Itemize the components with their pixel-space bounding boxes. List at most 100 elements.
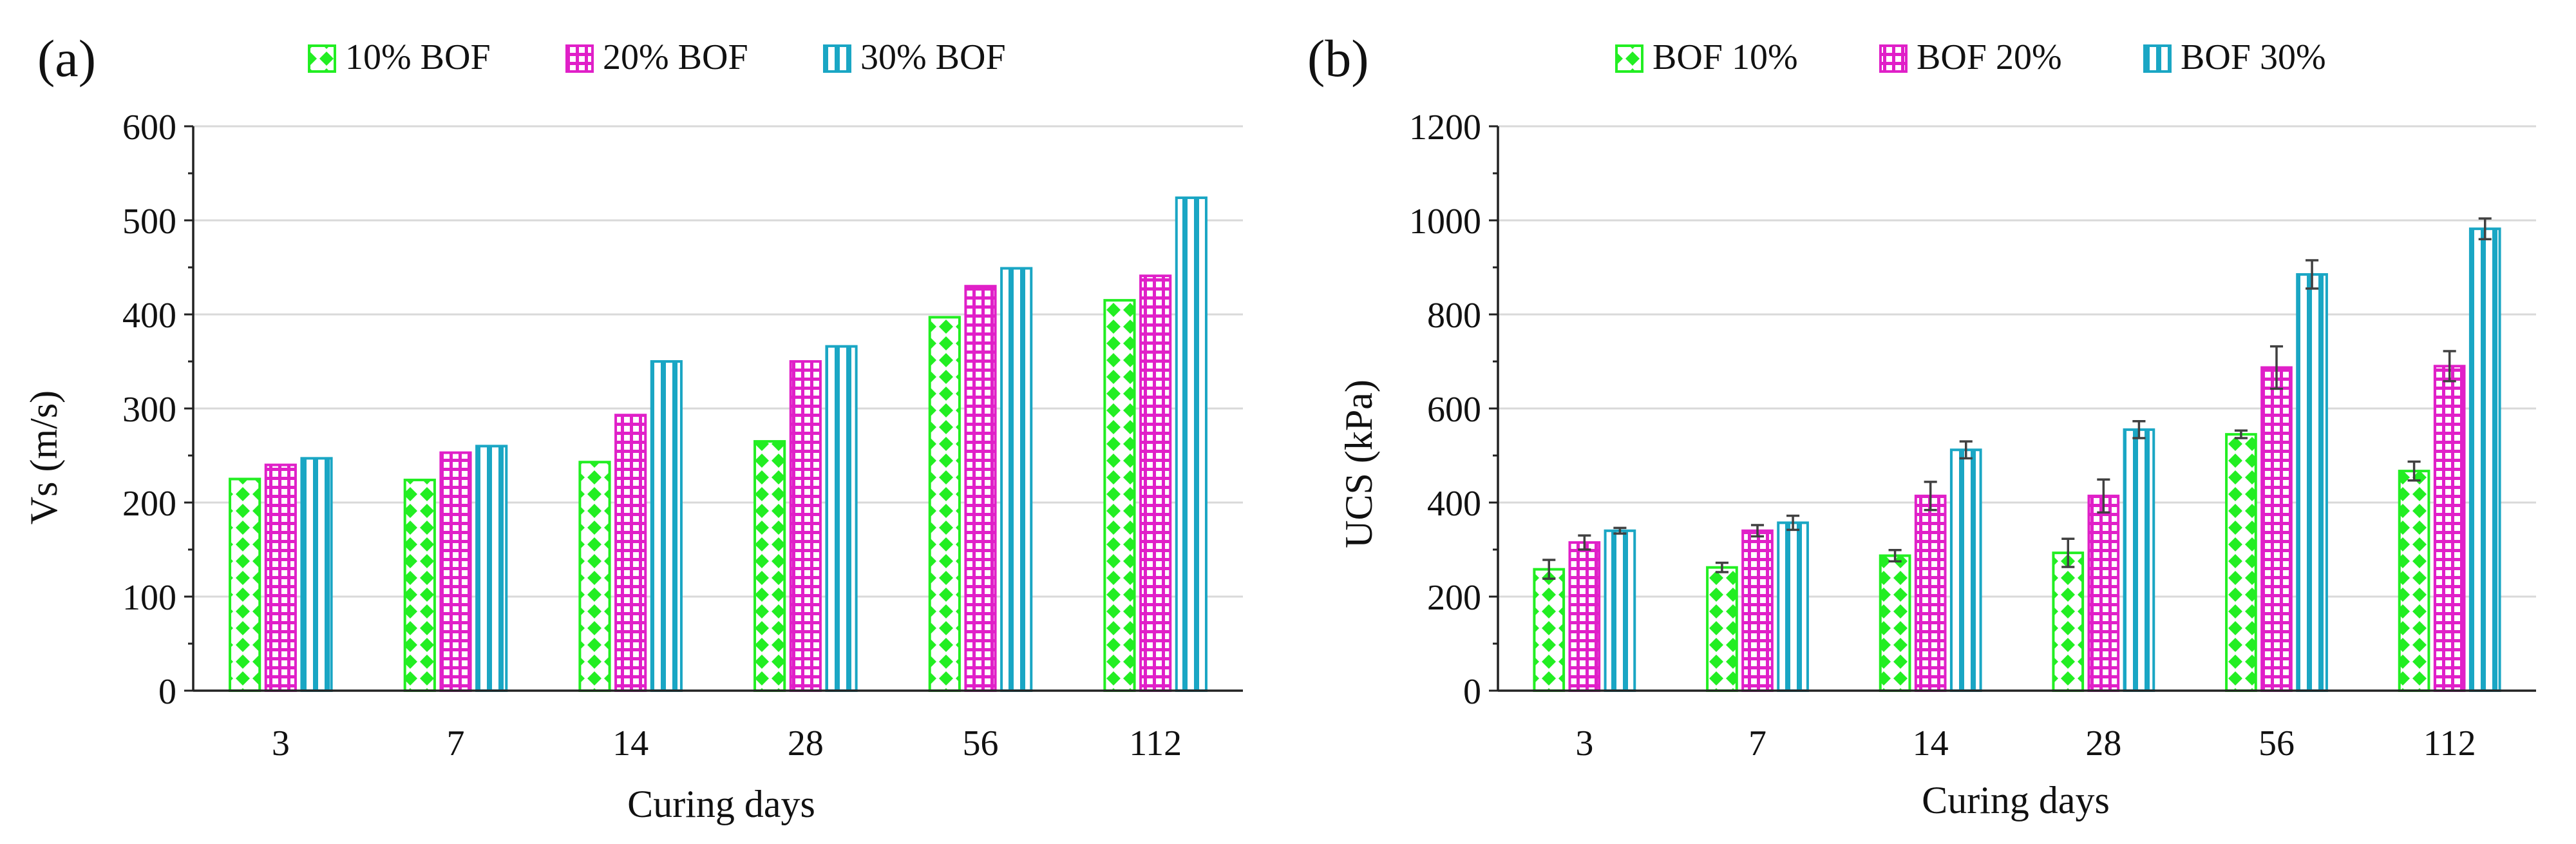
panel-a-x-tick-label: 14 [612,724,649,763]
panel-b-error-bar-series-1-7 [1715,561,1728,573]
panel-b-error-bar-series-2-28 [2097,478,2110,514]
panel-a-y-tick-label: 0 [158,672,176,712]
panel-b-y-tick-label: 800 [1427,296,1481,336]
panel-b-error-bar-series-3-112 [2478,217,2492,240]
panel-a-legend-item-series-3: 30% BOF [823,37,1006,77]
panel-a-bar-series-1-28 [753,440,786,692]
panel-a-y-tick-label: 400 [122,296,176,336]
panel-a-bar-series-2-112 [1139,274,1172,692]
panel-a-bar-series-3-7 [475,445,508,693]
panel-b-error-bar-series-2-112 [2443,350,2456,383]
panel-b-bar-series-1-28 [2052,551,2085,692]
panel-b-bars [1533,217,2501,693]
panel-a-chart: (a) 0 100 200 300 400 500 600 3 7 14 28 56 112 Vs (… [23,29,1243,825]
panel-b-legend-swatch [1879,44,1908,73]
panel-b-bar-series-3-28 [2123,428,2155,692]
panel-b-grid [1498,125,2536,598]
panel-a-bar-series-2-56 [964,285,997,692]
panel-b-legend-item-series-3: BOF 30% [2143,37,2326,77]
panel-b-bar-series-2-7 [1741,529,1774,692]
panel-b-bar-series-1-3 [1533,568,1566,692]
panel-b-y-tick-label: 1200 [1409,108,1481,148]
panel-a-y-tick-label: 100 [122,578,176,618]
panel-b-legend-swatch [1615,44,1643,73]
panel-b-x-axis-title: Curing days [1922,779,2110,821]
panel-a-grid [193,125,1243,598]
panel-b-y-ticks: 0 200 400 600 800 1000 1200 [1409,108,1481,712]
panel-a-x-tick-label: 3 [272,724,290,763]
panel-a-x-tick-label: 112 [1129,724,1182,763]
panel-b-legend-label: BOF 20% [1917,37,2062,77]
panel-a-y-tick-label: 300 [122,390,176,430]
panel-a-bar-series-1-7 [403,478,436,693]
panel-b-bar-series-2-28 [2087,494,2120,693]
panel-a-y-ticks: 0 100 200 300 400 500 600 [122,108,176,712]
panel-b-x-tick-label: 56 [2259,724,2295,763]
panel-b-error-bar-series-3-56 [2306,259,2319,290]
panel-b-error-bar-series-1-3 [1542,559,1556,580]
panel-b-y-tick-label: 0 [1463,672,1481,712]
panel-a-y-tick-label: 500 [122,202,176,242]
panel-a-bar-series-1-112 [1103,299,1136,693]
panel-b-x-tick-label: 3 [1575,724,1593,763]
panel-a-legend-item-series-1: 10% BOF [308,37,491,77]
panel-a-axes [184,125,1243,692]
panel-b-error-bar-series-1-112 [2407,460,2421,482]
panel-b-bar-series-3-3 [1604,529,1636,692]
panel-b-bar-series-3-14 [1949,448,1982,692]
panel-b-error-bar-series-3-3 [1613,526,1627,535]
panel-b-error-bar-series-2-7 [1750,524,1765,538]
panel-b-error-bar-series-3-14 [1959,440,1973,460]
panel-a-y-tick-label: 600 [122,108,176,148]
panel-b-y-tick-label: 200 [1427,578,1481,618]
panel-a-legend-label: 30% BOF [860,37,1006,77]
panel-b-error-bar-series-1-56 [2234,429,2248,439]
panel-a-y-axis-title: Vs (m/s) [23,390,65,524]
panel-b-error-bar-series-3-7 [1786,514,1800,532]
panel-b-error-bar-series-1-28 [2061,537,2075,568]
panel-a-legend-label: 10% BOF [345,37,491,77]
panel-b-bar-series-2-3 [1568,541,1601,692]
panel-b-x-tick-label: 28 [2085,724,2121,763]
panel-b-legend-item-series-1: BOF 10% [1615,37,1798,77]
panel-a-legend-swatch [565,44,594,73]
panel-b-x-tick-label: 7 [1748,724,1766,763]
panel-a-x-axis-title: Curing days [627,783,815,825]
panel-b-bar-series-2-56 [2260,366,2293,692]
panel-a-label: (a) [37,29,96,88]
panel-a-legend-swatch [308,44,336,73]
panel-a-bar-series-2-14 [614,414,647,692]
panel-a-legend-item-series-2: 20% BOF [565,37,748,77]
panel-b-y-axis-title: UCS (kPa) [1338,379,1380,548]
panel-a-bar-series-2-28 [789,360,822,692]
panel-b-y-tick-label: 400 [1427,484,1481,524]
panel-a-bar-series-3-3 [300,457,333,692]
panel-a-bar-series-3-28 [825,345,858,692]
panel-b-legend-item-series-2: BOF 20% [1879,37,2062,77]
panel-b-bar-series-3-7 [1777,521,1809,692]
panel-a-legend-label: 20% BOF [603,37,748,77]
panel-b-bar-series-2-14 [1914,494,1947,693]
panel-a-x-tick-label: 7 [447,724,465,763]
panel-a-bar-series-1-3 [229,477,261,692]
panel-b-x-tick-label: 112 [2423,724,2476,763]
panel-b-bar-series-1-7 [1706,566,1738,692]
panel-b-chart: (b) 0 200 400 600 800 1000 1200 3 7 14 28 56 112 UC… [1307,29,2536,821]
panel-a-x-ticks: 3 7 14 28 56 112 [272,724,1182,763]
panel-b-error-bar-series-2-14 [1924,481,1937,512]
panel-b-bar-series-1-112 [2398,470,2430,693]
panel-b-bar-series-3-56 [2296,273,2328,692]
panel-b-legend-label: BOF 10% [1653,37,1798,77]
panel-b-axes [1489,125,2536,692]
panel-b-x-tick-label: 14 [1913,724,1949,763]
panel-a-bars [229,196,1208,693]
panel-a-bar-series-2-7 [439,451,472,692]
panel-a-bar-series-3-56 [1000,267,1033,692]
panel-a-bar-series-1-14 [578,461,611,692]
panel-b-error-bar-series-3-28 [2132,419,2146,439]
panel-b-y-tick-label: 1000 [1409,202,1481,242]
panel-a-bar-series-2-3 [264,463,297,692]
panel-b-error-bar-series-2-3 [1578,534,1591,551]
panel-b-legend: BOF 10% BOF 20% BOF 30% [1615,37,2326,77]
